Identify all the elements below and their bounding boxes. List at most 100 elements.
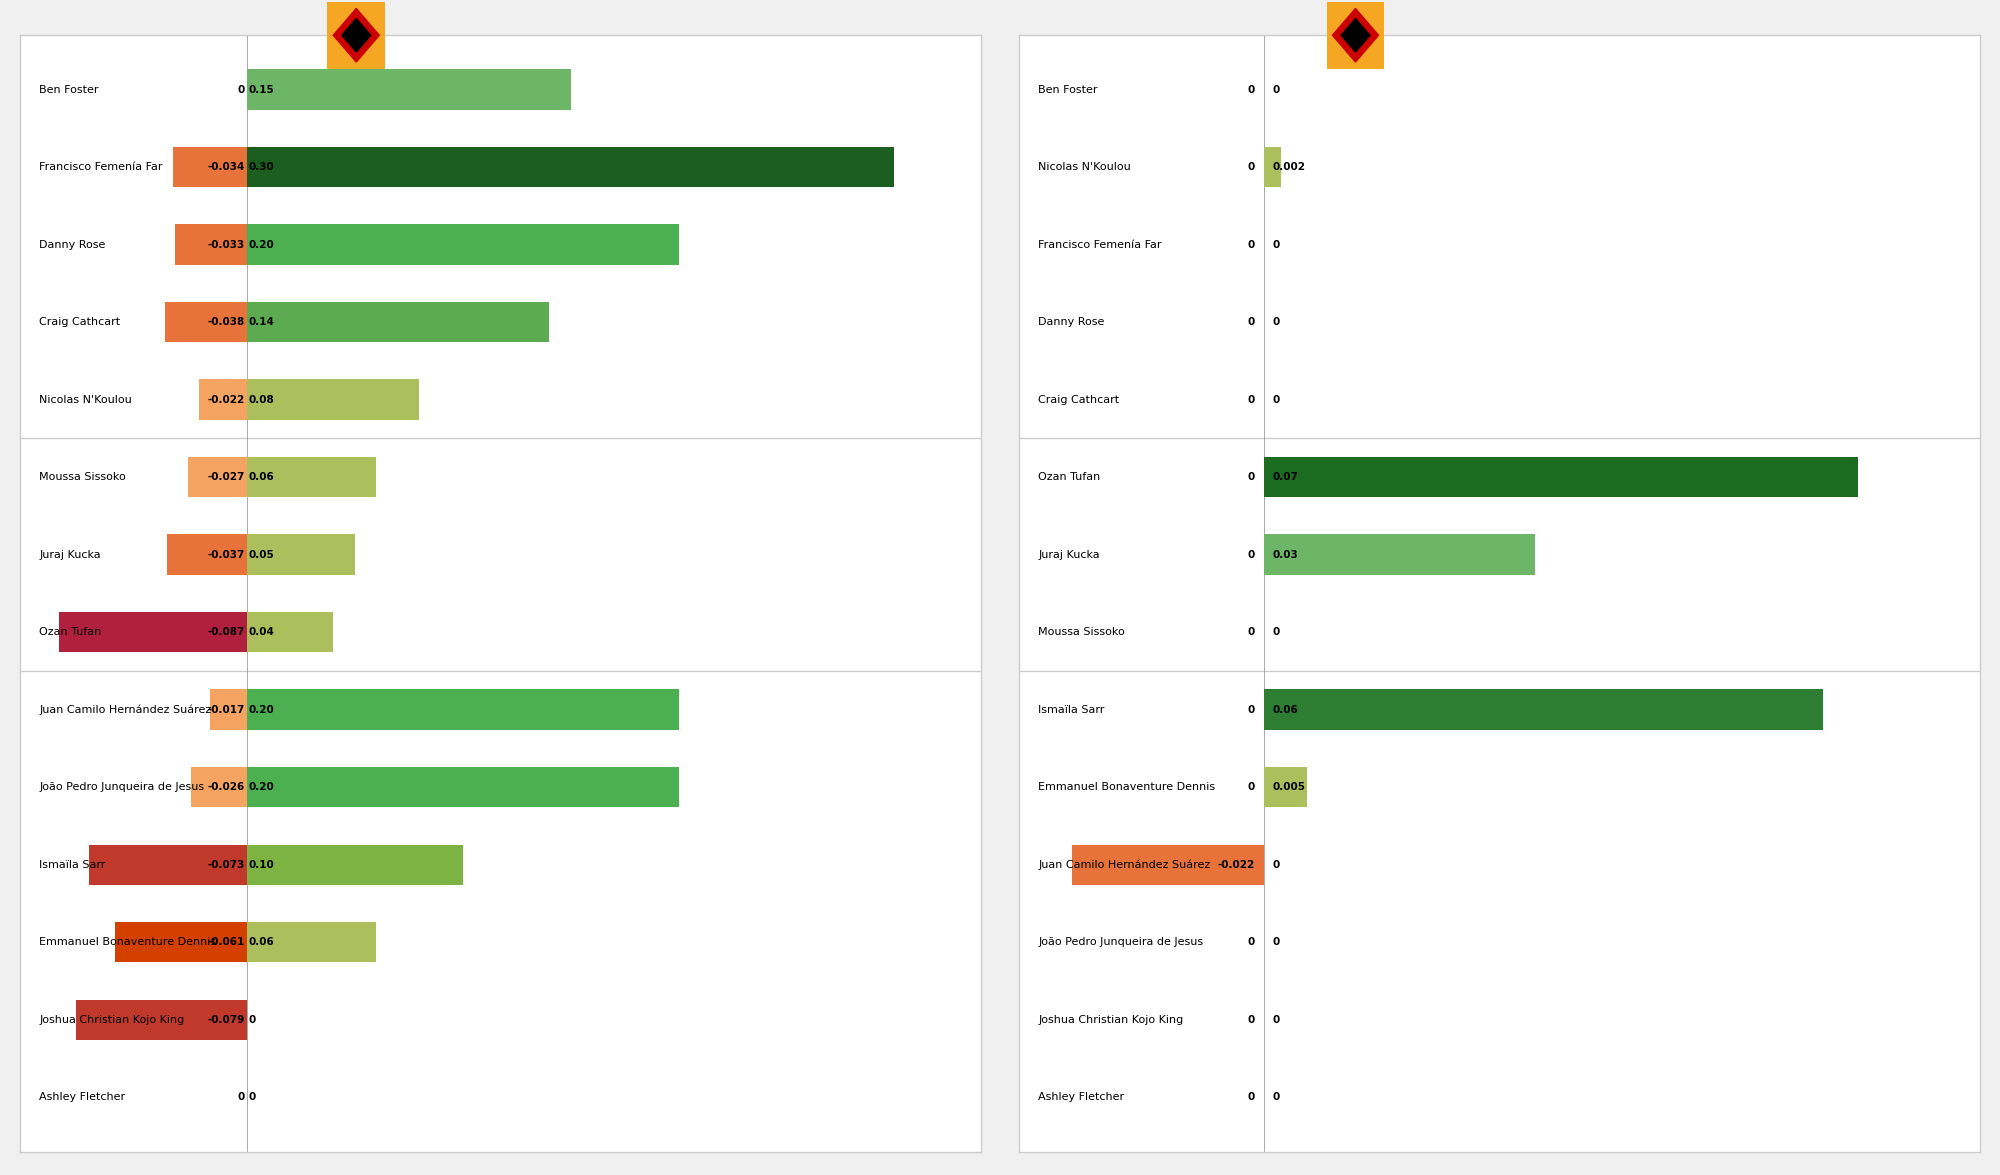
Text: Danny Rose: Danny Rose [40, 240, 106, 249]
Text: Juraj Kucka: Juraj Kucka [1038, 550, 1100, 559]
Text: 0.06: 0.06 [248, 472, 274, 482]
Text: 0: 0 [1248, 85, 1256, 94]
Text: Moussa Sissoko: Moussa Sissoko [1038, 627, 1126, 637]
Text: Ben Foster: Ben Foster [40, 85, 98, 94]
Text: 0.07: 0.07 [1272, 472, 1298, 482]
Text: 0.30: 0.30 [248, 162, 274, 172]
Text: 0.06: 0.06 [248, 938, 274, 947]
Text: 0: 0 [1248, 1093, 1256, 1102]
Bar [246, 612, 334, 652]
Text: 0: 0 [1248, 705, 1256, 714]
Text: 0: 0 [1272, 240, 1280, 249]
Text: 0.08: 0.08 [248, 395, 274, 404]
Text: 0: 0 [1248, 1015, 1256, 1025]
Text: 0.20: 0.20 [248, 705, 274, 714]
Text: 0.14: 0.14 [248, 317, 274, 327]
Text: Ashley Fletcher: Ashley Fletcher [1038, 1093, 1124, 1102]
Bar [174, 147, 246, 187]
Text: 0: 0 [248, 1093, 256, 1102]
Text: Emmanuel Bonaventure Dennis: Emmanuel Bonaventure Dennis [1038, 783, 1216, 792]
Text: Ismaïla Sarr: Ismaïla Sarr [1038, 705, 1104, 714]
Text: Ashley Fletcher: Ashley Fletcher [40, 1093, 126, 1102]
Bar [1264, 767, 1308, 807]
Text: -0.017: -0.017 [208, 705, 244, 714]
Text: Nicolas N'Koulou: Nicolas N'Koulou [40, 395, 132, 404]
Text: 0: 0 [1272, 860, 1280, 870]
Bar [1072, 845, 1264, 885]
Text: 0.20: 0.20 [248, 783, 274, 792]
Text: -0.034: -0.034 [208, 162, 244, 172]
Text: -0.073: -0.073 [208, 860, 244, 870]
Text: 0: 0 [1272, 395, 1280, 404]
Text: 0: 0 [1272, 938, 1280, 947]
Text: -0.022: -0.022 [1218, 860, 1256, 870]
Text: 0.05: 0.05 [248, 550, 274, 559]
Text: João Pedro Junqueira de Jesus: João Pedro Junqueira de Jesus [1038, 938, 1204, 947]
Bar [1264, 147, 1282, 187]
Text: 0: 0 [1248, 472, 1256, 482]
Text: Francisco Femenía Far: Francisco Femenía Far [40, 162, 162, 172]
Bar [246, 302, 548, 342]
Text: 0: 0 [1248, 395, 1256, 404]
Bar [246, 69, 570, 109]
Bar [246, 690, 678, 730]
Text: -0.087: -0.087 [208, 627, 244, 637]
Text: Nicolas N'Koulou: Nicolas N'Koulou [1038, 162, 1132, 172]
Bar [246, 380, 420, 419]
Text: -0.061: -0.061 [208, 938, 244, 947]
Bar [246, 767, 678, 807]
Text: -0.038: -0.038 [208, 317, 244, 327]
Text: 0: 0 [248, 1015, 256, 1025]
Bar [76, 1000, 246, 1040]
Text: 0.06: 0.06 [1272, 705, 1298, 714]
Bar [246, 535, 354, 575]
Bar [246, 224, 678, 264]
Text: 0: 0 [1248, 317, 1256, 327]
Text: 0: 0 [1248, 162, 1256, 172]
Bar [200, 380, 246, 419]
Bar [1264, 457, 1858, 497]
Bar [190, 767, 246, 807]
Text: Craig Cathcart: Craig Cathcart [40, 317, 120, 327]
Bar [246, 845, 462, 885]
Bar [166, 535, 246, 575]
Text: 0.15: 0.15 [248, 85, 274, 94]
Text: 0: 0 [238, 1093, 244, 1102]
Bar [246, 922, 376, 962]
Bar [114, 922, 246, 962]
Bar [246, 457, 376, 497]
Bar [176, 224, 246, 264]
Text: Moussa Sissoko: Moussa Sissoko [40, 472, 126, 482]
Bar [90, 845, 246, 885]
Text: Craig Cathcart: Craig Cathcart [1038, 395, 1120, 404]
Text: 0: 0 [1272, 1093, 1280, 1102]
Text: 0.04: 0.04 [248, 627, 274, 637]
Text: -0.022: -0.022 [208, 395, 244, 404]
Text: -0.026: -0.026 [208, 783, 244, 792]
Bar [1264, 690, 1822, 730]
Bar [1264, 535, 1534, 575]
Text: 0: 0 [1248, 550, 1256, 559]
Text: 0.10: 0.10 [248, 860, 274, 870]
Text: -0.037: -0.037 [208, 550, 244, 559]
Text: Francisco Femenía Far: Francisco Femenía Far [1038, 240, 1162, 249]
Text: 0: 0 [238, 85, 244, 94]
Text: Juan Camilo Hernández Suárez: Juan Camilo Hernández Suárez [1038, 859, 1210, 870]
Text: 0: 0 [1248, 783, 1256, 792]
Text: Ben Foster: Ben Foster [1038, 85, 1098, 94]
Text: 0: 0 [1272, 85, 1280, 94]
Text: -0.033: -0.033 [208, 240, 244, 249]
Text: 0: 0 [1272, 1015, 1280, 1025]
Text: 0: 0 [1248, 627, 1256, 637]
Text: Juraj Kucka: Juraj Kucka [40, 550, 100, 559]
Text: Emmanuel Bonaventure Dennis: Emmanuel Bonaventure Dennis [40, 938, 216, 947]
Text: 0: 0 [1248, 938, 1256, 947]
Text: 0: 0 [1248, 240, 1256, 249]
Bar [246, 147, 894, 187]
Text: 0.005: 0.005 [1272, 783, 1306, 792]
Bar [164, 302, 246, 342]
Text: -0.079: -0.079 [208, 1015, 244, 1025]
Text: -0.027: -0.027 [208, 472, 244, 482]
Text: Ismaïla Sarr: Ismaïla Sarr [40, 860, 106, 870]
Text: 0.20: 0.20 [248, 240, 274, 249]
